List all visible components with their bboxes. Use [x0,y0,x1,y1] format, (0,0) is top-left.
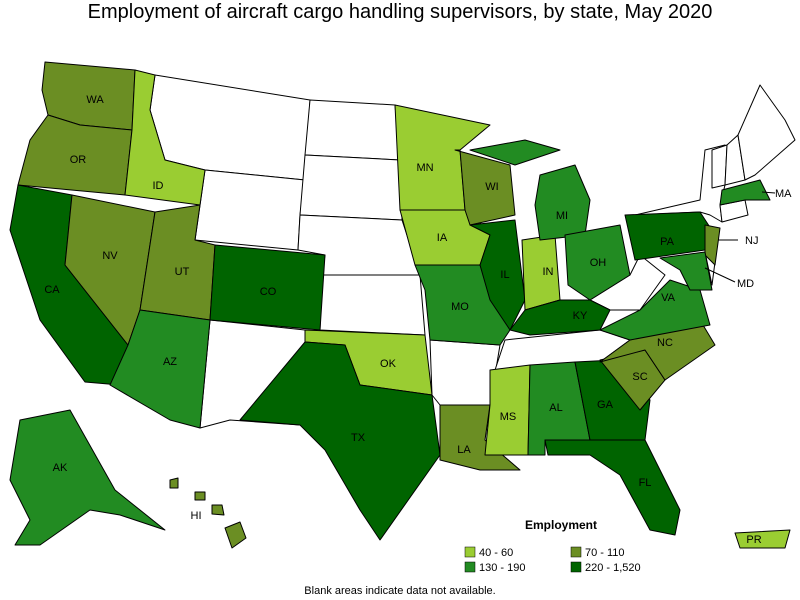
state-shape [194,169,306,251]
legend-swatch [570,561,582,573]
legend-label: 220 - 1,520 [585,562,641,574]
legend-label: 130 - 190 [479,562,525,574]
legend: 40 - 60 70 - 110 130 - 190 220 - 1,520 [464,546,641,574]
state-label: KY [573,310,588,322]
legend-title: Employment [525,518,597,532]
state-shape [319,274,426,336]
leader-line [761,191,776,194]
state-shape [169,477,179,489]
state-label: NC [657,337,673,349]
state-shape [534,164,591,241]
state-label: CO [260,286,277,298]
states [9,61,796,549]
state-label: VA [661,292,676,304]
state-shape [509,299,611,336]
state-label: MA [775,188,792,200]
state-shape [484,364,531,456]
state-label: OH [590,257,607,269]
state-label: MO [451,301,469,313]
footnote: Blank areas indicate data not available. [304,585,495,597]
state-label: MN [416,162,433,174]
leader-lines [704,191,776,283]
state-label: AL [549,402,562,414]
state-shape [9,409,166,546]
state-label: MI [556,210,568,222]
state-label: NV [102,250,118,262]
state-label: UT [175,266,190,278]
state-label: SC [632,371,647,383]
map-title: Employment of aircraft cargo handling su… [88,1,713,23]
state-shape [304,99,401,161]
state-label: WA [86,94,104,106]
state-label: ID [153,180,164,192]
state-label: CA [44,284,60,296]
state-label: AZ [163,356,177,368]
state-shape [544,439,681,536]
state-label: MD [737,278,754,290]
state-label: MS [500,411,517,423]
state-shape [521,234,561,311]
state-shape [194,491,206,501]
legend-swatch [570,546,582,558]
state-label: OK [380,358,397,370]
state-shape [719,179,771,206]
state-shape [239,341,441,541]
state-label: TX [351,432,366,444]
state-shape [659,251,713,291]
state-label: IL [500,269,509,281]
legend-swatch [464,561,476,573]
state-shape [209,244,326,331]
state-shape [704,224,721,266]
state-label: NJ [745,235,758,247]
state-shape [124,69,206,206]
state-label: IN [543,266,554,278]
state-label: FL [639,477,652,489]
state-label: OR [70,154,87,166]
state-shape [469,219,526,331]
state-label: PR [746,534,761,546]
state-shape [299,154,403,221]
state-shape [469,139,561,166]
state-labels: WA OR CA NV ID UT CO AZ OK TX MN IA MO L… [44,94,792,546]
state-label: PA [660,236,675,248]
legend-label: 70 - 110 [585,547,625,559]
legend-label: 40 - 60 [479,547,513,559]
state-label: AK [53,462,68,474]
state-label: GA [597,399,614,411]
state-shape [224,521,247,549]
state-label: HI [191,510,202,522]
state-shape [734,529,791,549]
state-shape [109,309,211,429]
state-label: WI [485,181,498,193]
state-label: IA [437,232,448,244]
leader-line [704,267,736,283]
state-shape [737,84,796,181]
state-label: LA [457,444,471,456]
state-shape [564,224,631,301]
legend-swatch [464,546,476,558]
state-shape [211,504,225,516]
